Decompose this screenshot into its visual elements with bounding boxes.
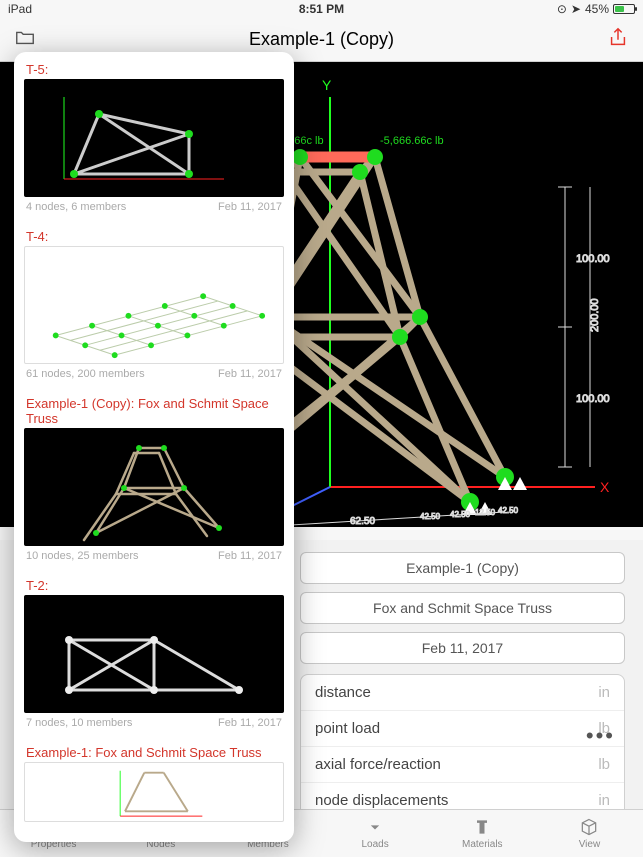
svg-text:42.50: 42.50 bbox=[498, 506, 519, 515]
clock: 8:51 PM bbox=[299, 2, 344, 16]
more-button[interactable]: ••• bbox=[586, 723, 615, 749]
device-label: iPad bbox=[8, 2, 32, 16]
unit-row-pointload[interactable]: point loadlb bbox=[301, 710, 624, 746]
project-thumb bbox=[24, 79, 284, 197]
svg-text:42.50: 42.50 bbox=[450, 510, 471, 519]
unit-row-distance[interactable]: distancein bbox=[301, 675, 624, 710]
project-thumb bbox=[24, 428, 284, 546]
name-field[interactable]: Example-1 (Copy) bbox=[300, 552, 625, 584]
project-item-t4[interactable]: T-4: bbox=[24, 225, 284, 386]
tab-loads[interactable]: Loads bbox=[322, 810, 429, 857]
projects-folder-button[interactable] bbox=[14, 26, 36, 53]
project-item-example1-copy[interactable]: Example-1 (Copy): Fox and Schmit Space T… bbox=[24, 392, 284, 568]
svg-text:62.50: 62.50 bbox=[350, 516, 375, 527]
status-right: ⊙ ➤ 45% bbox=[557, 2, 635, 16]
project-item-t5[interactable]: T-5: 4 nodes, 6 membersFeb 11, 2017 bbox=[24, 58, 284, 219]
page-title: Example-1 (Copy) bbox=[249, 29, 394, 50]
project-item-example1[interactable]: Example-1: Fox and Schmit Space Truss bbox=[24, 741, 284, 822]
svg-text:42.50: 42.50 bbox=[420, 512, 441, 521]
svg-text:100.00: 100.00 bbox=[576, 253, 610, 265]
share-button[interactable] bbox=[607, 26, 629, 53]
project-thumb bbox=[24, 762, 284, 822]
project-thumb bbox=[24, 246, 284, 364]
unit-row-axial[interactable]: axial force/reactionlb bbox=[301, 746, 624, 782]
location-icon: ➤ bbox=[571, 2, 581, 16]
projects-popover: T-5: 4 nodes, 6 membersFeb 11, 2017 T-4: bbox=[14, 52, 294, 842]
projects-scroll[interactable]: T-5: 4 nodes, 6 membersFeb 11, 2017 T-4: bbox=[14, 52, 294, 842]
status-bar: iPad 8:51 PM ⊙ ➤ 45% bbox=[0, 0, 643, 18]
battery-pct: 45% bbox=[585, 2, 609, 16]
date-field[interactable]: Feb 11, 2017 bbox=[300, 632, 625, 664]
project-item-t2[interactable]: T-2: 7 nodes, 10 membersFeb 11, 2017 bbox=[24, 574, 284, 735]
battery-icon bbox=[613, 4, 635, 14]
tab-view[interactable]: View bbox=[536, 810, 643, 857]
svg-text:200.00: 200.00 bbox=[589, 298, 601, 332]
svg-text:Y: Y bbox=[322, 77, 332, 93]
material-icon bbox=[471, 817, 493, 837]
svg-text:-5,666.66c lb: -5,666.66c lb bbox=[380, 135, 444, 147]
svg-text:100.00: 100.00 bbox=[576, 393, 610, 405]
load-icon bbox=[364, 817, 386, 837]
cube-icon bbox=[578, 817, 600, 837]
orientation-lock-icon: ⊙ bbox=[557, 2, 567, 16]
svg-text:X: X bbox=[600, 479, 610, 495]
svg-text:12.50: 12.50 bbox=[475, 508, 496, 517]
project-thumb bbox=[24, 595, 284, 713]
description-field[interactable]: Fox and Schmit Space Truss bbox=[300, 592, 625, 624]
tab-materials[interactable]: Materials bbox=[429, 810, 536, 857]
